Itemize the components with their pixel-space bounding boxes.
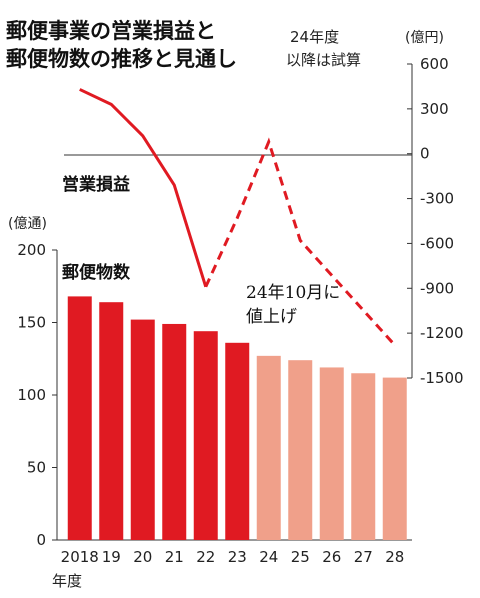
bar-26 xyxy=(319,367,344,540)
x-tick-label: 26 xyxy=(322,548,341,566)
x-tick-label: 28 xyxy=(385,548,404,566)
line-unit-label: (億円) xyxy=(405,30,444,46)
x-tick-label: 25 xyxy=(291,548,310,566)
bar-20 xyxy=(130,319,155,540)
x-tick-label: 2018 xyxy=(61,548,99,566)
bar-28 xyxy=(382,377,407,540)
right-axis-ticks: 600 300 0 -300 -600 -900 -1200 -1500 xyxy=(407,55,464,387)
right-tick-label: 0 xyxy=(420,145,430,163)
right-tick-label: -1500 xyxy=(420,369,464,387)
chart-title-line-2: 郵便物数の推移と見通し xyxy=(6,47,237,71)
x-tick-label: 24 xyxy=(259,548,278,566)
x-tick-label: 23 xyxy=(228,548,247,566)
forecast-note-line-2: 以降は試算 xyxy=(286,51,361,69)
x-tick-label: 22 xyxy=(196,548,215,566)
x-tick-label: 20 xyxy=(133,548,152,566)
profit-line-group xyxy=(79,88,396,347)
left-tick-label: 0 xyxy=(36,531,46,549)
profit-line-forecast xyxy=(204,137,396,347)
left-tick-label: 50 xyxy=(27,459,46,477)
right-tick-label: -900 xyxy=(420,279,454,297)
right-tick-label: -300 xyxy=(420,190,454,208)
left-tick-label: 150 xyxy=(17,314,46,332)
price-hike-annotation-line-1: 24年10月に xyxy=(246,283,340,303)
bar-23 xyxy=(225,342,250,540)
left-axis-ticks: 0 50 100 150 200 xyxy=(17,241,57,549)
chart-title-line-1: 郵便事業の営業損益と xyxy=(6,19,216,43)
x-tick-label: 21 xyxy=(165,548,184,566)
x-axis-unit: 年度 xyxy=(52,572,82,590)
bar-22 xyxy=(193,331,218,540)
left-tick-label: 200 xyxy=(17,241,46,259)
price-hike-annotation-line-2: 値上げ xyxy=(246,307,297,327)
bars-group xyxy=(67,296,407,540)
forecast-note-line-1: 24年度 xyxy=(290,28,339,46)
line-series-label: 営業損益 xyxy=(62,174,130,195)
bar-unit-label: (億通) xyxy=(8,216,47,232)
bar-27 xyxy=(351,373,376,540)
right-tick-label: 300 xyxy=(420,100,449,118)
x-tick-label: 27 xyxy=(354,548,373,566)
right-tick-label: 600 xyxy=(420,55,449,73)
right-tick-label: -1200 xyxy=(420,324,464,342)
x-axis-ticks: 2018 19 20 21 22 23 24 25 26 27 28 xyxy=(61,548,405,566)
bar-2018 xyxy=(67,296,92,540)
x-tick-label: 19 xyxy=(102,548,121,566)
bar-24 xyxy=(256,355,281,540)
right-tick-label: -600 xyxy=(420,234,454,252)
bar-19 xyxy=(99,302,124,540)
bar-25 xyxy=(288,360,313,540)
bar-series-label: 郵便物数 xyxy=(62,262,131,283)
bar-21 xyxy=(162,323,187,540)
left-tick-label: 100 xyxy=(17,386,46,404)
